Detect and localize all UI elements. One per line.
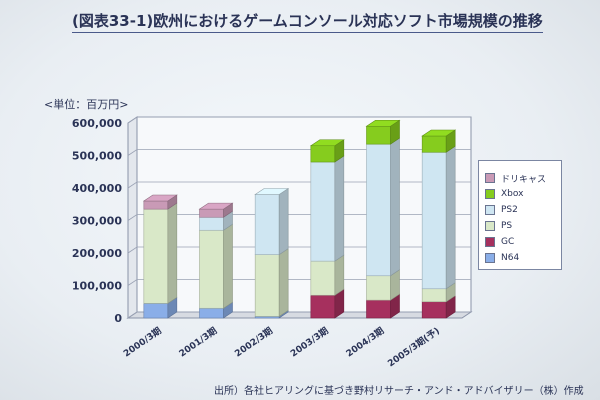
legend-label: GC	[501, 237, 515, 247]
x-tick-label: 2000/3期	[121, 325, 164, 360]
y-tick-label: 400,000	[72, 182, 122, 195]
gridline	[127, 116, 471, 124]
bar-2001/3期-ドリキャス	[199, 208, 224, 218]
y-tick-label: 300,000	[72, 215, 122, 228]
bar-2004/3期-GC	[366, 299, 391, 319]
bar-2005/3期(予)-PS	[421, 288, 447, 303]
bar-2005/3期(予)-GC	[421, 301, 447, 319]
gridline	[127, 311, 471, 319]
legend-swatch	[485, 237, 495, 247]
bar-2001/3期-PS2	[199, 216, 224, 231]
legend-item: ドリキャス	[485, 171, 546, 185]
legend-label: PS	[501, 221, 513, 231]
bar-2003/3期-PS	[310, 260, 336, 296]
legend-swatch	[485, 189, 495, 199]
legend-swatch	[485, 205, 495, 215]
chart-floor	[126, 311, 473, 319]
bar-2001/3期-PS-side	[223, 223, 233, 309]
bar-2002/3期-PS2	[254, 194, 280, 255]
bar-top-2003/3期	[309, 139, 345, 147]
bar-2005/3期(予)-PS2	[421, 151, 447, 290]
y-tick-label: 600,000	[72, 117, 122, 130]
bar-2003/3期-PS2	[310, 161, 336, 262]
x-tick-label: 2001/3期	[177, 325, 220, 360]
y-tick-label: 500,000	[72, 150, 122, 163]
chart-legend: ドリキャス Xbox PS2 PS GC N64	[478, 160, 562, 270]
bar-2001/3期-N64	[199, 307, 224, 319]
bar-2003/3期-GC	[310, 294, 336, 319]
bar-2004/3期-Xbox	[366, 125, 391, 145]
x-tick-label: 2004/3期	[344, 325, 387, 360]
y-tick-label: 0	[114, 312, 122, 325]
bar-top-2004/3期	[365, 119, 401, 127]
legend-label: ドリキャス	[501, 174, 547, 185]
bar-2003/3期-PS-side	[334, 254, 345, 296]
bar-2000/3期-PS-side	[167, 202, 178, 304]
legend-item: GC	[485, 235, 514, 249]
bar-2005/3期(予)-Xbox	[421, 135, 447, 153]
bar-top-2001/3期	[198, 202, 234, 210]
gridline	[127, 149, 471, 156]
unit-label: <単位：百万円>	[44, 98, 129, 111]
bar-2004/3期-PS2	[366, 143, 391, 277]
legend-swatch	[485, 253, 495, 263]
x-tick-label: 2003/3期	[288, 325, 331, 360]
x-tick-label: 2002/3期	[232, 325, 275, 360]
bar-top-2000/3期	[142, 194, 178, 202]
legend-swatch	[485, 221, 495, 231]
gridline	[127, 181, 471, 189]
bar-2003/3期-PS2-side	[334, 155, 345, 262]
bar-top-2005/3期(予)	[421, 129, 457, 137]
legend-item: Xbox	[485, 187, 523, 201]
legend-label: Xbox	[501, 189, 524, 199]
bar-2000/3期-ドリキャス	[143, 200, 169, 210]
x-tick-label: 2005/3期(予)	[385, 325, 442, 370]
chart-title: (図表33-1)欧州におけるゲームコンソール対応ソフト市場規模の推移	[72, 10, 543, 33]
legend-item: N64	[485, 251, 519, 265]
bar-2001/3期-PS	[199, 229, 224, 309]
bar-2002/3期-PS2-side	[278, 187, 289, 256]
bar-2005/3期(予)-PS2-side	[445, 145, 456, 290]
legend-item: PS	[485, 219, 512, 233]
legend-item: PS2	[485, 203, 518, 217]
source-note: 出所）各社ヒアリングに基づき野村リサーチ・アンド・アドバイザリー（株）作成	[214, 386, 584, 397]
gridline	[127, 279, 471, 286]
legend-swatch	[485, 173, 495, 183]
bar-2004/3期-PS2-side	[390, 137, 400, 277]
y-tick-label: 200,000	[72, 247, 122, 260]
bar-top-2002/3期	[254, 188, 290, 195]
bar-2002/3期-PS	[254, 254, 280, 317]
y-tick-label: 100,000	[72, 280, 122, 293]
bar-2004/3期-PS	[366, 275, 391, 301]
legend-label: PS2	[501, 205, 518, 215]
gridline	[127, 246, 471, 254]
bar-2003/3期-Xbox	[310, 145, 336, 163]
bar-2000/3期-PS	[143, 208, 169, 304]
bar-2002/3期-PS-side	[278, 248, 289, 317]
gridline	[127, 214, 471, 221]
legend-label: N64	[501, 253, 520, 263]
bar-2000/3期-N64	[143, 303, 169, 319]
